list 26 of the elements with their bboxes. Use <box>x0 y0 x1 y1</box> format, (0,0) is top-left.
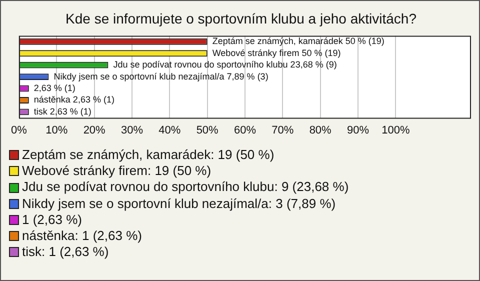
x-tick-label: 90% <box>346 124 370 136</box>
x-tick-label: 10% <box>46 124 68 136</box>
legend-label: nástěnka: 1 (2,63 %) <box>22 228 142 244</box>
data-label: Nikdy jsem se o sportovní klub nezajímal/a 7,89 % (3) <box>54 71 268 82</box>
x-tick-label: 80% <box>309 124 332 136</box>
chart-title: Kde se informujete o sportovním klubu a jeho aktivitách? <box>66 10 417 26</box>
x-tick-label: 70% <box>272 124 294 136</box>
data-label: tisk 2,63 % (1) <box>34 106 92 116</box>
x-tick-label: 100% <box>382 124 410 136</box>
data-label: Webové stránky firem 50 % (19) <box>212 48 341 58</box>
legend-label: Zeptám se známých, kamarádek: 19 (50 %) <box>22 147 274 164</box>
x-tick-label: 60% <box>234 124 256 136</box>
data-label: Zeptám se známých, kamarádek 50 % (19) <box>212 36 384 46</box>
legend-label: tisk: 1 (2,63 %) <box>22 244 109 260</box>
x-tick-label: 0% <box>11 124 28 136</box>
legend-label: Nikdy jsem se o sportovní klub nezajímal/a: 3 (7,89 %) <box>22 196 336 212</box>
legend-label: Webové stránky firem: 19 (50 %) <box>22 163 212 180</box>
legend-label: Jdu se podívat rovnou do sportovního klubu: 9 (23,68 %) <box>22 179 349 196</box>
data-label: Jdu se podívat rovnou do sportovního klubu 23,68 % (9) <box>113 60 337 70</box>
legend-label: 1 (2,63 %) <box>22 212 82 228</box>
data-label: 2,63 % (1) <box>34 83 76 93</box>
data-label: nástěnka 2,63 % (1) <box>34 94 114 105</box>
x-tick-label: 20% <box>83 124 106 136</box>
x-tick-label: 30% <box>120 124 144 136</box>
x-tick-label: 50% <box>196 124 219 136</box>
x-tick-label: 40% <box>158 124 181 136</box>
